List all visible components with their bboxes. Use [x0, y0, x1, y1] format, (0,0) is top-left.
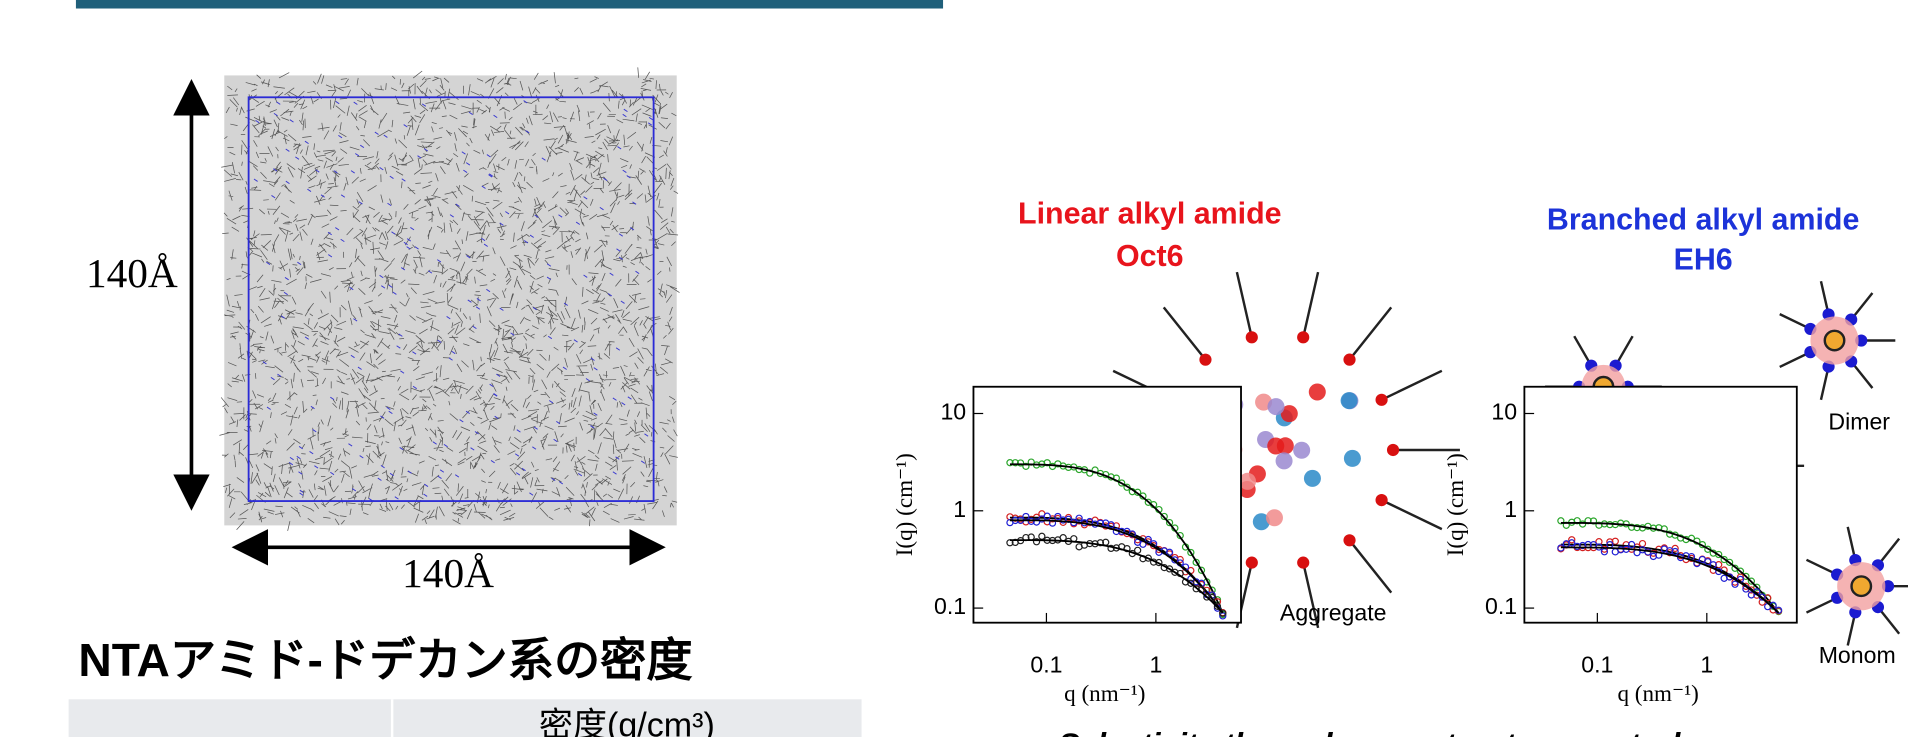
y-tick-label: 10	[1491, 399, 1517, 425]
head	[1343, 354, 1355, 366]
width-label: 140Å	[402, 550, 494, 596]
solute	[1267, 398, 1284, 415]
solute	[1293, 442, 1310, 459]
top-bar	[76, 0, 943, 9]
y-tick-label: 0.1	[934, 593, 966, 619]
box-background	[224, 75, 676, 525]
height-label: 140Å	[86, 250, 178, 296]
tail	[1164, 307, 1206, 359]
x-tick-label: 0.1	[1581, 652, 1613, 678]
simulation-box	[219, 67, 679, 530]
head	[1376, 494, 1388, 506]
x-axis-label: q (nm⁻¹)	[1617, 680, 1698, 706]
head	[1199, 354, 1211, 366]
head	[1387, 444, 1399, 456]
annotation: Dimer	[1828, 408, 1890, 434]
solute	[1309, 384, 1326, 401]
y-tick-label: 0.1	[1485, 593, 1517, 619]
table-column-header: 密度(g/cm³)	[539, 706, 715, 737]
x-tick-label: 1	[1149, 652, 1162, 678]
metal	[1852, 576, 1871, 595]
y-axis-label: I(q) (cm⁻¹)	[891, 453, 917, 556]
head	[1297, 557, 1309, 569]
tail	[1350, 307, 1392, 359]
y-tick-label: 1	[953, 496, 966, 522]
head	[1246, 557, 1258, 569]
solute	[1344, 450, 1361, 467]
x-tick-label: 0.1	[1030, 652, 1062, 678]
head	[1297, 331, 1309, 343]
metal	[1825, 331, 1844, 350]
tail	[1350, 540, 1392, 592]
tail	[1237, 272, 1252, 337]
x-axis-label: q (nm⁻¹)	[1064, 680, 1145, 706]
head	[1376, 394, 1388, 406]
solute	[1304, 470, 1321, 487]
tail	[1382, 500, 1442, 529]
y-tick-label: 1	[1504, 496, 1517, 522]
figure-caption: Selectivity through nanostructure contro…	[1059, 726, 1682, 737]
table-header	[69, 699, 862, 737]
solute	[1267, 437, 1284, 454]
panel-title: Branched alkyl amide	[1547, 202, 1859, 236]
y-tick-label: 10	[940, 399, 966, 425]
panel-title: Linear alkyl amide	[1018, 196, 1282, 230]
annotation: Aggregate	[1280, 599, 1387, 625]
page: {"box_figure": {"height_label": "140Å", …	[0, 0, 1908, 737]
solute	[1341, 392, 1358, 409]
solute	[1266, 509, 1283, 526]
panel-subtitle: Oct6	[1116, 239, 1184, 273]
y-axis-label: I(q) (cm⁻¹)	[1442, 453, 1468, 556]
tail	[1303, 272, 1318, 337]
section-title: NTAアミド-ドデカン系の密度	[78, 634, 692, 686]
panel-subtitle: EH6	[1674, 243, 1733, 277]
annotation: Monom	[1819, 642, 1896, 668]
solute	[1276, 452, 1293, 469]
head	[1343, 534, 1355, 546]
slide: 140Å 140Å NTAアミド-ドデカン系の密度 密度(g/cm³) Line…	[0, 0, 1908, 737]
head	[1246, 331, 1258, 343]
x-tick-label: 1	[1700, 652, 1713, 678]
tail	[1382, 371, 1442, 400]
